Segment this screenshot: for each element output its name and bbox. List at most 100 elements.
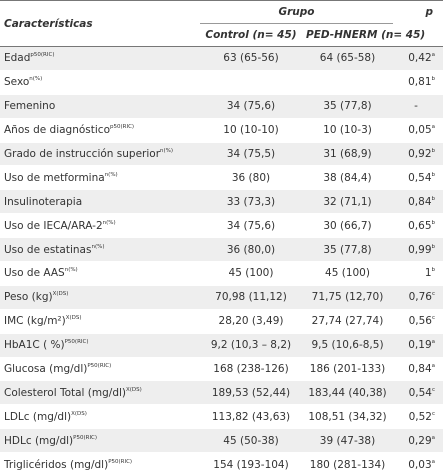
p-superscript: a <box>432 339 435 345</box>
control-cell: 36 (80,0) <box>200 238 302 262</box>
p-value: 0,99 <box>408 244 431 256</box>
ped-cell: 35 (77,8) <box>302 238 393 262</box>
p-value: 0,54 <box>408 172 431 184</box>
ped-value: 39 (47-38) <box>320 435 375 447</box>
p-superscript: c <box>432 387 435 393</box>
p-value: 0,84 <box>408 363 431 375</box>
label-text: Grado de instrucción superior <box>4 148 160 160</box>
label-superscript: n(%) <box>105 172 118 178</box>
label-superscript: P50(RIC) <box>108 459 132 465</box>
p-cell: 0,54c <box>393 381 443 405</box>
p-cell: 0,54b <box>393 166 443 190</box>
p-superscript: a <box>432 435 435 441</box>
ped-value: 10 (10-3) <box>323 124 372 136</box>
label-superscript: P50(RIC) <box>87 363 111 369</box>
row-label: Peso (kg)X(DS) <box>0 285 200 309</box>
ped-cell: 108,51 (34,32) <box>302 405 393 429</box>
p-superscript: b <box>432 220 436 226</box>
ped-value: 31 (68,9) <box>323 148 371 160</box>
ped-cell: 38 (84,4) <box>302 166 393 190</box>
label-text: Triglicéridos (mg/dl) <box>4 459 108 471</box>
label-superscript: X(DS) <box>71 411 87 417</box>
label-text: IMC (kg/m²) <box>4 315 66 327</box>
row-label: Triglicéridos (mg/dl)P50(RIC) <box>0 453 200 476</box>
p-value: 0,76 <box>409 291 432 303</box>
header-characteristics: Características <box>0 1 200 47</box>
row-label: Uso de metforminan(%) <box>0 166 200 190</box>
label-text: HbA1C ( %) <box>4 339 65 351</box>
row-label: Edadp50(RIC) <box>0 47 200 71</box>
table-row: Uso de IECA/ARA-2n(%)34 (75,6)30 (66,7)0… <box>0 214 443 238</box>
ped-value: 32 (71,1) <box>323 196 371 208</box>
label-superscript: n(%) <box>103 220 116 226</box>
table-row: LDLc (mg/dl)X(DS)113,82 (43,63)108,51 (3… <box>0 405 443 429</box>
ped-value: 64 (65-58) <box>320 52 375 64</box>
control-cell: 45 (100) <box>200 262 302 286</box>
row-label: Uso de IECA/ARA-2n(%) <box>0 214 200 238</box>
control-value: 34 (75,5) <box>227 148 275 160</box>
control-cell: 45 (50-38) <box>200 429 302 453</box>
ped-value: 180 (281-134) <box>310 459 385 471</box>
label-superscript: n(%) <box>65 267 78 273</box>
control-cell: 34 (75,5) <box>200 142 302 166</box>
ped-cell: 35 (77,8) <box>302 94 393 118</box>
ped-cell: 45 (100) <box>302 262 393 286</box>
p-superscript: a <box>432 52 435 58</box>
header-control: Control (n= 45) <box>200 24 302 47</box>
p-cell: 0,42a <box>393 47 443 71</box>
label-superscript: n(%) <box>29 76 42 82</box>
label-superscript: X(DS) <box>53 291 69 297</box>
p-superscript: b <box>432 148 436 154</box>
row-label: HbA1C ( %)P50(RIC) <box>0 333 200 357</box>
row-label: Uso de AASn(%) <box>0 262 200 286</box>
row-label: Femenino <box>0 94 200 118</box>
control-cell: 168 (238-126) <box>200 357 302 381</box>
control-value: 36 (80) <box>232 172 270 184</box>
ped-cell: 180 (281-134) <box>302 453 393 476</box>
label-text: Femenino <box>4 100 55 112</box>
p-cell: 0,03a <box>393 453 443 476</box>
p-cell: 0,19a <box>393 333 443 357</box>
p-value: 0,52 <box>409 411 432 423</box>
ped-cell: 30 (66,7) <box>302 214 393 238</box>
p-cell: 0,56c <box>393 309 443 333</box>
row-label: HDLc (mg/dl)P50(RIC) <box>0 429 200 453</box>
row-label: Grado de instrucción superiorn(%) <box>0 142 200 166</box>
header-ped: PED-HNERM (n= 45) <box>302 24 443 47</box>
ped-value: 71,75 (12,70) <box>312 291 384 303</box>
control-cell: 63 (65-56) <box>200 47 302 71</box>
table-row: Años de diagnósticop50(RIC)10 (10-10)10 … <box>0 118 443 142</box>
ped-value: 27,74 (27,74) <box>312 315 384 327</box>
ped-value: 35 (77,8) <box>323 244 371 256</box>
p-cell: 0,52c <box>393 405 443 429</box>
ped-cell: 31 (68,9) <box>302 142 393 166</box>
ped-cell: 9,5 (10,6-8,5) <box>302 333 393 357</box>
control-cell: 70,98 (11,12) <box>200 285 302 309</box>
p-cell: 0,99b <box>393 238 443 262</box>
ped-cell: 71,75 (12,70) <box>302 285 393 309</box>
p-cell: 0,84a <box>393 357 443 381</box>
ped-cell: 39 (47-38) <box>302 429 393 453</box>
table-row: Uso de AASn(%)45 (100)45 (100)1b <box>0 262 443 286</box>
table-row: Sexon(%)0,81b <box>0 70 443 94</box>
p-superscript: b <box>432 244 436 250</box>
p-cell: - <box>393 94 443 118</box>
ped-cell <box>302 70 393 94</box>
table-row: HDLc (mg/dl)P50(RIC) 45 (50-38) 39 (47-38)… <box>0 429 443 453</box>
p-value: 0,05 <box>408 124 431 136</box>
ped-value: 186 (201-133) <box>310 363 385 375</box>
table-row: Peso (kg)X(DS)70,98 (11,12) 71,75 (12,70)… <box>0 285 443 309</box>
label-superscript: n(%) <box>91 244 104 250</box>
table-row: Glucosa (mg/dl)P50(RIC)168 (238-126)186 … <box>0 357 443 381</box>
label-superscript: p50(RIC) <box>30 52 54 58</box>
label-text: Sexo <box>4 76 29 88</box>
p-value: 1 <box>425 267 432 279</box>
p-cell: 0,92b <box>393 142 443 166</box>
label-text: Colesterol Total (mg/dl) <box>4 387 126 399</box>
p-value: 0,29 <box>408 435 431 447</box>
ped-value: 45 (100) <box>325 267 370 279</box>
control-value: 45 (50-38) <box>223 435 278 447</box>
table-row: IMC (kg/m²)X(DS)28,20 (3,49)27,74 (27,74… <box>0 309 443 333</box>
control-value: 34 (75,6) <box>227 220 275 232</box>
